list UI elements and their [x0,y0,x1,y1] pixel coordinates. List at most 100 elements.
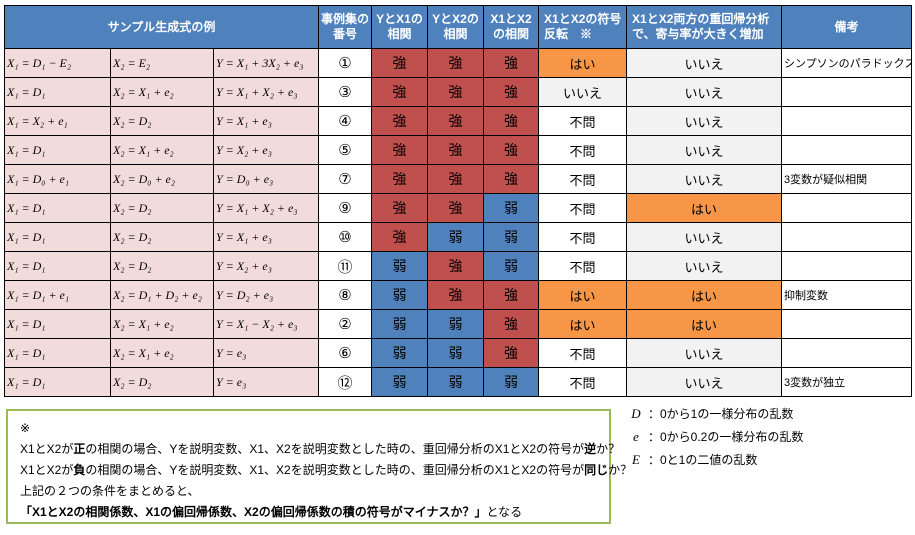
header-remarks: 備考 [781,5,913,49]
multi-regression-cell: いいえ [626,251,783,281]
note-segment: か？ [608,463,633,477]
formula-x2-cell: X₂ = D₂ [110,222,214,252]
formula-y-cell: Y = X₂ + e₃ [212,251,320,281]
header-y-x2-correlation: YとX2の相関 [427,5,485,49]
symbol-legend: D ：0から1の一様分布の乱数 e ：0から0.2の一様分布の乱数 E ：0と1の二値の乱… [628,407,803,476]
correlation-cell-1: 強 [371,135,429,165]
correlation-cell-3: 弱 [483,222,540,252]
correlation-cell-2: 強 [427,48,485,78]
sign-reversal-cell: 不問 [538,193,628,223]
correlation-cell-1: 強 [371,48,429,78]
remarks-cell [781,193,913,223]
note-line: 「X1とX2の相関係数、X1の偏回帰係数、X2の偏回帰係数の積の符号がマイナスか… [20,502,597,523]
multi-regression-cell: はい [626,309,783,339]
formula-y-cell: Y = X₁ + X₂ + e₃ [212,193,320,223]
note-segment: 負 [73,463,86,477]
correlation-cell-2: 弱 [427,222,485,252]
formula-x1-cell: X₁ = D₁ [4,309,111,339]
correlation-cell-1: 弱 [371,367,429,397]
case-number-cell: ⑨ [318,193,373,223]
remarks-cell [781,135,913,165]
formula-x1-cell: X₁ = D₁ [4,338,111,368]
correlation-cell-2: 強 [427,77,485,107]
note-segment: 正 [73,442,86,456]
formula-x1-cell: X₁ = D₁ [4,222,111,252]
sign-reversal-cell: はい [538,48,628,78]
correlation-cell-3: 強 [483,135,540,165]
correlation-cell-3: 強 [483,77,540,107]
correlation-cell-2: 強 [427,251,485,281]
correlation-cell-1: 弱 [371,280,429,310]
sign-reversal-cell: 不問 [538,164,628,194]
correlation-cell-3: 弱 [483,367,540,397]
correlation-cell-3: 強 [483,309,540,339]
formula-y-cell: Y = e₃ [212,338,320,368]
remarks-cell [781,106,913,136]
correlation-cell-2: 強 [427,135,485,165]
table-row: X₁ = D₁ X₂ = X₁ + e₂ Y = X₁ − X₂ + e₃ ② 弱弱強は… [4,309,913,339]
correlation-cell-1: 弱 [371,309,429,339]
formula-y-cell: Y = X₁ − X₂ + e₃ [212,309,320,339]
formula-x1-cell: X₁ = X₂ + e₁ [4,106,111,136]
table-row: X₁ = D₁ − E₂ X₂ = E₂ Y = X₁ + 3X₂ + e₃ ① 強強強… [4,48,913,78]
sign-reversal-cell: 不問 [538,251,628,281]
correlation-cell-2: 弱 [427,309,485,339]
formula-y-cell: Y = X₁ + 3X₂ + e₃ [212,48,320,78]
header-multi-regression: X1とX2両方の重回帰分析で、寄与率が大きく増加 [626,5,783,49]
formula-x2-cell: X₂ = D₂ [110,106,214,136]
remarks-cell: 3変数が独立 [781,367,913,397]
header-y-x1-correlation: YとX1の相関 [371,5,429,49]
sign-reversal-cell: はい [538,309,628,339]
table-row: X₁ = D₁ X₂ = X₁ + e₂ Y = e₃ ⑥ 弱弱強不問 いいえ [4,338,913,368]
formula-y-cell: Y = D₀ + e₃ [212,164,320,194]
correlation-cell-3: 強 [483,338,540,368]
case-number-cell: ⑧ [318,280,373,310]
case-number-cell: ⑥ [318,338,373,368]
correlation-cell-2: 強 [427,280,485,310]
multi-regression-cell: はい [626,193,783,223]
note-segment: の相関の場合、Yを説明変数、X1、X2を説明変数とした時の、重回帰分析のX1とX… [85,463,585,477]
formula-x1-cell: X₁ = D₁ [4,367,111,397]
formula-x2-cell: X₂ = D₂ [110,367,214,397]
formula-x1-cell: X₁ = D₁ [4,77,111,107]
multi-regression-cell: いいえ [626,135,783,165]
legend-symbol: D [631,406,641,421]
correlation-cell-1: 強 [371,106,429,136]
formula-x2-cell: X₂ = X₁ + e₂ [110,338,214,368]
formula-y-cell: Y = X₂ + e₃ [212,135,320,165]
table-row: X₁ = D₁ X₂ = D₂ Y = X₁ + e₃ ⑩ 強弱弱不問 いいえ [4,222,913,252]
sign-reversal-cell: いいえ [538,77,628,107]
correlation-cell-3: 強 [483,106,540,136]
table-row: X₁ = D₁ + e₁ X₂ = D₁ + D₂ + e₂ Y = D₂ + e₃… [4,280,913,310]
legend-text: ：0から0.2の一様分布の乱数 [648,430,804,444]
sign-reversal-cell: はい [538,280,628,310]
sign-reversal-cell: 不問 [538,338,628,368]
case-number-cell: ② [318,309,373,339]
correlation-cell-3: 弱 [483,251,540,281]
sign-reversal-cell: 不問 [538,106,628,136]
formula-x2-cell: X₂ = X₁ + e₂ [110,77,214,107]
notes-marker: ※ [20,421,31,435]
case-number-cell: ⑦ [318,164,373,194]
legend-text: ：0から1の一様分布の乱数 [648,407,794,421]
formula-x1-cell: X₁ = D₁ [4,135,111,165]
formula-x2-cell: X₂ = D₂ [110,251,214,281]
remarks-cell [781,77,913,107]
note-segment: X1とX2が [20,463,74,477]
table-row: X₁ = D₁ X₂ = X₁ + e₂ Y = X₂ + e₃ ⑤ 強強強不問 いいえ [4,135,913,165]
correlation-cell-3: 強 [483,164,540,194]
correlation-cell-1: 強 [371,164,429,194]
formula-y-cell: Y = X₁ + e₃ [212,106,320,136]
note-segment: か？ [596,442,621,456]
notes-box: ※ X1とX2が 正の相関の場合、Yを説明変数、X1、X2を説明変数とした時の、重… [6,409,632,524]
formula-y-cell: Y = X₁ + X₂ + e₃ [212,77,320,107]
correlation-cell-2: 強 [427,164,485,194]
legend-symbol: E [632,452,640,467]
multi-regression-cell: いいえ [626,77,783,107]
formula-x1-cell: X₁ = D₁ [4,193,111,223]
legend-item: D ：0から1の一様分布の乱数 [628,406,803,422]
case-number-cell: ④ [318,106,373,136]
formula-x2-cell: X₂ = X₁ + e₂ [110,309,214,339]
correlation-cell-3: 強 [483,48,540,78]
legend-text: ：0と1の二値の乱数 [648,453,758,467]
